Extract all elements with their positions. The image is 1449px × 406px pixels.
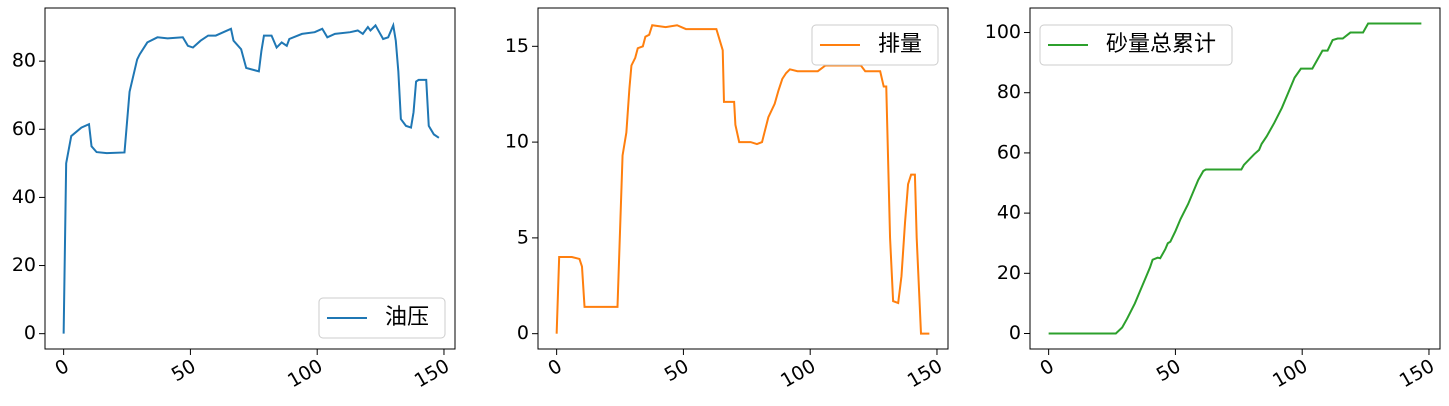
data-line xyxy=(555,24,930,335)
y-tick-label: 10 xyxy=(505,131,529,153)
x-tick-label: 50 xyxy=(1153,355,1185,386)
legend-label: 砂量总累计 xyxy=(1106,32,1216,57)
x-tick-label: 100 xyxy=(1269,355,1311,392)
y-tick-label: 20 xyxy=(12,254,36,276)
x-tick-label: 0 xyxy=(1036,355,1057,380)
y-tick-label: 40 xyxy=(997,202,1021,224)
y-tick-label: 60 xyxy=(12,118,36,140)
y-tick-label: 5 xyxy=(517,226,529,248)
y-tick-label: 100 xyxy=(985,21,1021,43)
axes-frame xyxy=(537,7,949,350)
y-tick-label: 0 xyxy=(24,322,36,344)
x-tick-label: 150 xyxy=(411,355,453,392)
y-tick-label: 80 xyxy=(12,50,36,72)
legend-label: 油压 xyxy=(385,305,429,330)
y-tick-label: 60 xyxy=(997,141,1021,163)
legend-box xyxy=(1039,24,1233,66)
legend: 排量 xyxy=(811,24,939,66)
x-tick-label: 0 xyxy=(51,355,72,380)
y-tick-label: 0 xyxy=(517,322,529,344)
x-tick-label: 0 xyxy=(544,355,565,380)
x-tick-label: 150 xyxy=(904,355,946,392)
legend-box xyxy=(318,297,446,339)
y-tick-label: 40 xyxy=(12,186,36,208)
data-line xyxy=(1048,22,1422,335)
y-tick-label: 20 xyxy=(997,262,1021,284)
y-tick-label: 80 xyxy=(997,81,1021,103)
legend-label: 排量 xyxy=(878,32,922,57)
legend-box xyxy=(811,24,939,66)
x-tick-label: 50 xyxy=(661,355,693,386)
axes-frame xyxy=(44,7,456,350)
y-tick-label: 0 xyxy=(1009,322,1021,344)
x-tick-label: 150 xyxy=(1396,355,1438,392)
legend: 油压 xyxy=(318,297,446,339)
legend: 砂量总累计 xyxy=(1039,24,1233,66)
y-tick-label: 15 xyxy=(505,35,529,57)
x-tick-label: 50 xyxy=(168,355,200,386)
data-line xyxy=(62,21,440,334)
axes-frame xyxy=(1029,7,1441,350)
x-tick-label: 100 xyxy=(284,355,326,392)
x-tick-label: 100 xyxy=(777,355,819,392)
